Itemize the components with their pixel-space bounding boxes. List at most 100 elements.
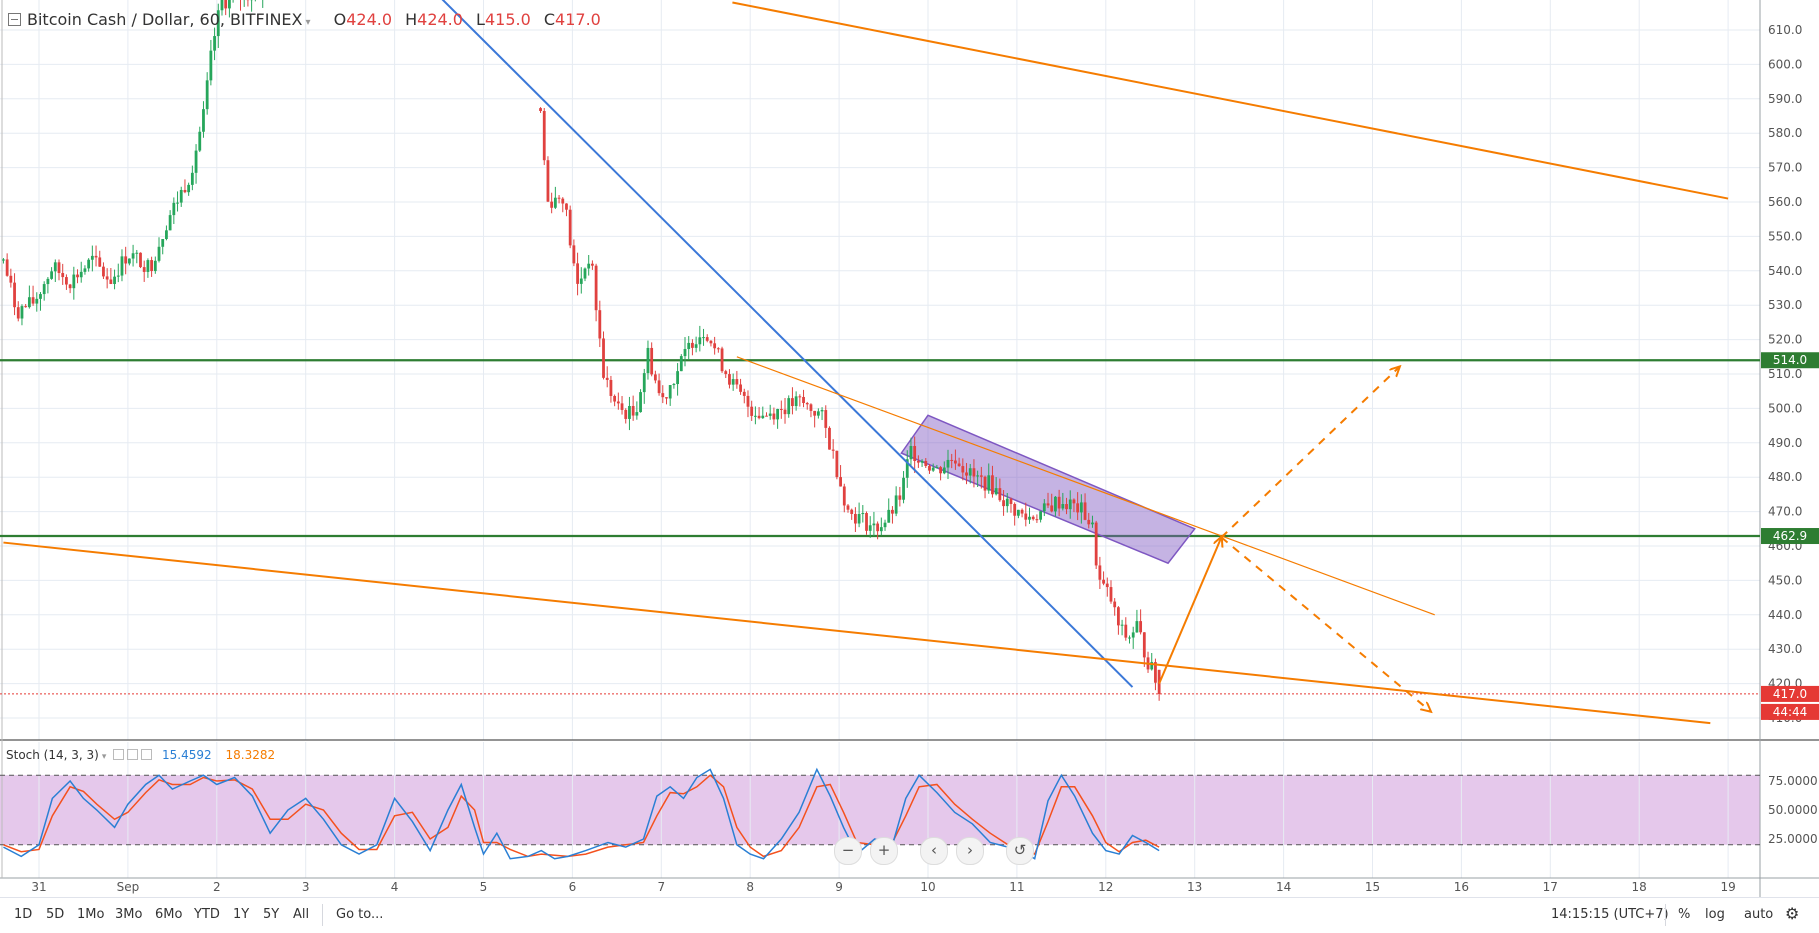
candle-body [717,348,720,349]
range-ytd-button[interactable]: YTD [194,907,220,922]
eye-icon[interactable] [113,749,124,760]
candle-body [1132,632,1135,637]
price-tick-label: 540.0 [1768,264,1802,278]
candle-body [754,416,757,417]
log-scale-button[interactable]: log [1705,907,1725,922]
range-6mo-button[interactable]: 6Mo [155,907,182,922]
collapse-icon[interactable] [8,13,21,26]
last-price-axis-label: 417.0 [1773,687,1807,701]
candle-body [1098,565,1101,579]
candle-body [847,505,850,509]
candle-body [947,460,950,468]
dropdown-chevron-icon[interactable]: ▾ [305,17,310,28]
candle-body [821,410,824,411]
candle-body [943,468,946,474]
candle-body [121,256,124,275]
range-1y-button[interactable]: 1Y [233,907,249,922]
candle-body [95,256,98,258]
chart-canvas[interactable]: 610.0600.0590.0580.0570.0560.0550.0540.0… [0,0,1819,897]
clock-readout[interactable]: 14:15:15 (UTC+7) [1551,907,1669,922]
time-tick-label: 14 [1276,880,1291,894]
range-3mo-button[interactable]: 3Mo [115,907,142,922]
candle-body [924,461,927,466]
reset-chart-button[interactable]: ↺ [1006,837,1034,865]
candle-body [1058,497,1061,509]
open-value: 424.0 [346,10,392,29]
range-5y-button[interactable]: 5Y [263,907,279,922]
range-all-button[interactable]: All [293,907,309,922]
settings-icon[interactable] [127,749,138,760]
candle-body [72,275,75,289]
scroll-right-button[interactable]: › [956,837,984,865]
candle-body [917,461,920,463]
open-label: O [334,10,347,29]
scroll-left-button[interactable]: ‹ [920,837,948,865]
stoch-name[interactable]: Stoch (14, 3, 3) [6,748,99,762]
auto-scale-button[interactable]: auto [1744,907,1773,922]
candle-body [798,396,801,397]
candle-body [1117,607,1120,625]
time-tick-label: 18 [1632,880,1647,894]
candle-body [84,268,87,271]
candle-body [539,108,542,111]
candle-body [984,477,987,491]
close-icon[interactable] [141,749,152,760]
symbol-name[interactable]: Bitcoin Cash / Dollar, 60, BITFINEX [27,10,302,29]
candle-body [1087,520,1090,524]
candle-body [65,277,68,284]
candle-body [43,284,46,294]
candle-body [165,230,168,239]
time-tick-label: 2 [213,880,221,894]
goto-button[interactable]: Go to... [336,907,383,922]
upper-orange-channel-line [732,2,1728,198]
candle-body [613,396,616,402]
blue-downtrend-line [421,0,1132,687]
candle-body [9,276,12,283]
stoch-tick-label: 25.0000 [1768,832,1818,846]
candle-body [135,253,138,254]
time-tick-label: 12 [1098,880,1113,894]
resistance-level-axis-label: 514.0 [1773,353,1807,367]
candle-body [24,306,27,307]
candle-body [1006,499,1009,506]
price-tick-label: 500.0 [1768,401,1802,415]
range-5d-button[interactable]: 5D [46,907,64,922]
candle-body [1024,514,1027,520]
time-tick-label: 13 [1187,880,1202,894]
zoom-in-button[interactable]: + [870,837,898,865]
candle-body [1054,497,1057,512]
candle-body [691,343,694,348]
dropdown-chevron-icon[interactable]: ▾ [102,752,107,762]
percent-scale-button[interactable]: % [1678,907,1690,922]
candle-body [858,514,861,524]
candle-body [787,398,790,414]
candle-body [647,348,650,373]
zoom-out-button[interactable]: − [834,837,862,865]
range-1d-button[interactable]: 1D [14,907,32,922]
candle-body [902,478,905,500]
candle-body [995,488,998,494]
candle-body [928,466,931,471]
price-tick-label: 610.0 [1768,23,1802,37]
range-1mo-button[interactable]: 1Mo [77,907,104,922]
candle-body [1113,602,1116,608]
candle-body [572,245,575,263]
candle-body [784,410,787,415]
candle-body [887,510,890,523]
candle-body [565,203,568,209]
time-tick-label: 16 [1454,880,1469,894]
candle-body [584,268,587,278]
time-tick-label: 3 [302,880,310,894]
candle-body [880,527,883,531]
candle-body [161,239,164,247]
candle-body [1050,505,1053,511]
candle-body [702,337,705,338]
gear-icon[interactable]: ⚙ [1785,904,1799,923]
candle-body [895,495,898,513]
candle-body [69,285,72,289]
candle-body [602,339,605,378]
candle-body [2,259,5,260]
main-grid [0,0,1760,740]
candle-body [1139,621,1142,632]
candle-body [1080,502,1083,512]
